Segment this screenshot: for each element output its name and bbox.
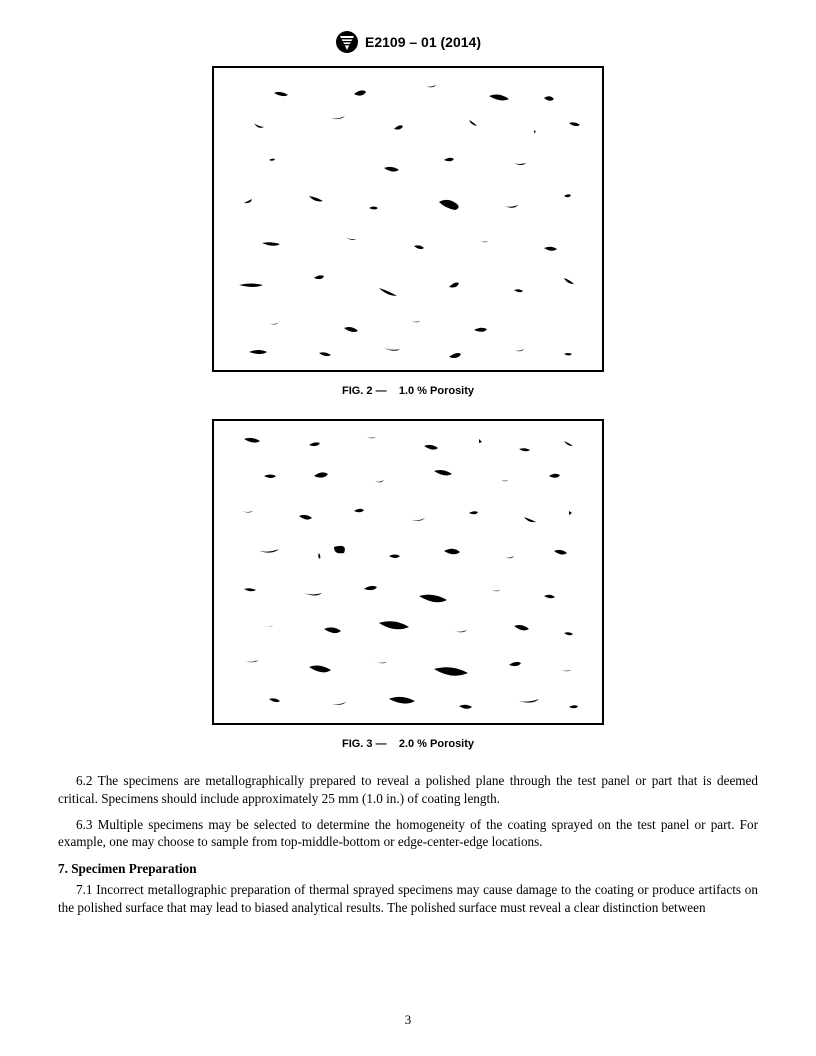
para-7-1: 7.1 Incorrect metallographic preparation… <box>58 881 758 917</box>
para-7-1-text: Incorrect metallographic preparation of … <box>58 882 758 915</box>
astm-logo-icon <box>335 30 359 54</box>
para-6-3: 6.3 Multiple specimens may be selected t… <box>58 816 758 852</box>
fig3-caption-prefix: FIG. 3 — <box>342 738 387 750</box>
figure-3-box <box>212 419 604 725</box>
fig2-caption-text: 1.0 % Porosity <box>399 385 474 397</box>
para-6-2: 6.2 The specimens are metallographically… <box>58 772 758 808</box>
figure-2-box <box>212 66 604 372</box>
para-6-3-text: Multiple specimens may be selected to de… <box>58 817 758 850</box>
fig2-caption-prefix: FIG. 2 — <box>342 385 387 397</box>
page-number: 3 <box>0 1012 816 1028</box>
section-7-head: 7. Specimen Preparation <box>58 861 758 877</box>
para-6-2-text: The specimens are metallographically pre… <box>58 773 758 806</box>
para-6-2-num: 6.2 <box>76 773 98 788</box>
figure-2-caption: FIG. 2 — 1.0 % Porosity <box>58 385 758 397</box>
page-root: E2109 – 01 (2014) FIG. 2 — 1.0 % Porosit… <box>0 0 816 1056</box>
page-header: E2109 – 01 (2014) <box>58 30 758 54</box>
figure-3-caption: FIG. 3 — 2.0 % Porosity <box>58 738 758 750</box>
para-7-1-num: 7.1 <box>76 882 96 897</box>
standard-code: E2109 – 01 (2014) <box>365 34 481 50</box>
fig3-caption-text: 2.0 % Porosity <box>399 738 474 750</box>
figure-2-container: FIG. 2 — 1.0 % Porosity <box>58 66 758 397</box>
figure-3-container: FIG. 3 — 2.0 % Porosity <box>58 419 758 750</box>
para-6-3-num: 6.3 <box>76 817 98 832</box>
